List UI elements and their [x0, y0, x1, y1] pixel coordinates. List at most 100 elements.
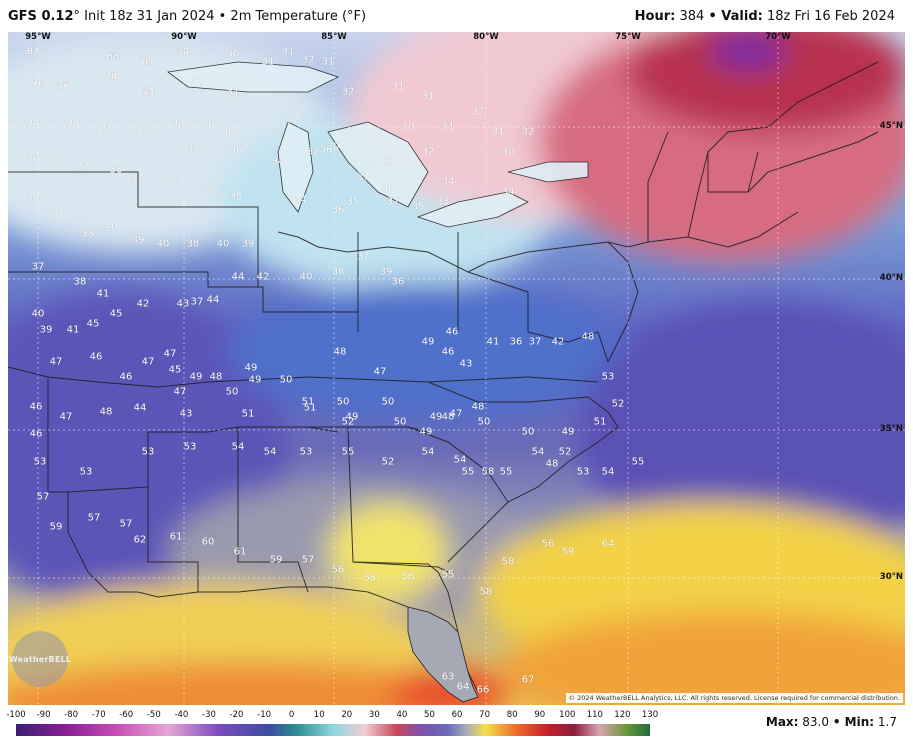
temperature-value: 53 [299, 446, 313, 458]
temperature-value: 37 [31, 261, 45, 273]
scale-tick-label: 10 [313, 710, 325, 720]
valid-label: • Valid: [708, 9, 763, 24]
temperature-value: 41 [66, 324, 80, 336]
temperature-value: 40 [156, 238, 170, 250]
temperature-value: 54 [421, 446, 435, 458]
temperature-value: 31 [261, 56, 275, 68]
temperature-value: 49 [345, 411, 359, 423]
temperature-value: 31 [231, 98, 245, 110]
temperature-value: 39 [379, 266, 393, 278]
temperature-value: 30 [326, 141, 340, 153]
temperature-value: 32 [171, 118, 185, 130]
temperature-value: 31 [281, 46, 295, 58]
florida-peninsula [407, 606, 479, 703]
scale-tick-label: 70 [479, 710, 491, 720]
temperature-value: 31 [421, 91, 435, 103]
temperature-value: 53 [576, 466, 590, 478]
temperature-value: 31 [391, 81, 405, 93]
temperature-value: 31 [491, 126, 505, 138]
temperature-value: 40 [216, 238, 230, 250]
temperature-value: 62 [133, 534, 147, 546]
temperature-value: 74 [104, 71, 118, 83]
temperature-value: 66 [476, 684, 490, 696]
temperature-value: 32 [341, 86, 355, 98]
temperature-value: 35 [96, 124, 110, 136]
temperature-value: 60 [201, 536, 215, 548]
longitude-label: 90°W [171, 32, 197, 42]
temperature-value: 32 [136, 124, 150, 136]
temperature-value: 35 [346, 196, 360, 208]
temperature-value: 38 [186, 238, 200, 250]
temperature-value: 45 [109, 308, 123, 320]
scale-tick-label: -60 [119, 710, 134, 720]
temperature-value: 49 [419, 426, 433, 438]
temperature-value: 50 [477, 416, 491, 428]
temperature-value: 50 [521, 426, 535, 438]
temperature-value: 42 [256, 271, 270, 283]
scale-tick-label: 0 [288, 710, 295, 720]
scale-tick-label: 20 [341, 710, 353, 720]
temperature-value: 43 [459, 358, 473, 370]
temperature-value: 50 [393, 416, 407, 428]
scale-tick-label: -50 [146, 710, 161, 720]
temperature-value: 37 [528, 336, 542, 348]
scale-ticks: -100 -90 -80 -70 -60 -50 -40 -30 -20 -10 0 10 20 30 40… [6, 710, 658, 722]
weatherbell-logo: WeatherBELL [9, 631, 71, 687]
temperature-value: 34 [441, 176, 455, 188]
temperature-value: 30 [106, 51, 120, 63]
temperature-value: 56 [331, 564, 345, 576]
color-scale: -100 -90 -80 -70 -60 -50 -40 -30 -20 -10 0 10 20 30 40… [0, 705, 913, 750]
map-header: GFS 0.12° Init 18z 31 Jan 2024 • 2m Temp… [0, 0, 913, 32]
scale-tick-label: 30 [368, 710, 380, 720]
temperature-value: 49 [248, 374, 262, 386]
temperature-value: 44 [231, 271, 245, 283]
temperature-value: 56 [541, 538, 555, 550]
temperature-value: 55 [461, 466, 475, 478]
temperature-value: 55 [631, 456, 645, 468]
scale-tick-label: 100 [559, 710, 576, 720]
temperature-value: 34 [501, 186, 515, 198]
longitude-label: 95°W [25, 32, 51, 42]
temperature-value: 32 [521, 126, 535, 138]
scale-tick-label: 80 [506, 710, 518, 720]
temperature-value: 54 [531, 446, 545, 458]
temperature-value: 43 [176, 298, 190, 310]
temperature-value: 57 [119, 518, 133, 530]
temperature-value: 39 [241, 238, 255, 250]
temperature-value: 46 [29, 428, 43, 440]
temperature-value: 38 [81, 228, 95, 240]
temperature-value: 48 [99, 406, 113, 418]
temperature-value: 52 [611, 398, 625, 410]
temperature-value: 34 [26, 118, 40, 130]
valid-value: 18z Fri 16 Feb 2024 [766, 9, 895, 24]
temperature-value: 46 [29, 401, 43, 413]
temperature-value: 58 [481, 466, 495, 478]
longitude-label: 70°W [765, 32, 791, 42]
temperature-value: 40 [104, 221, 118, 233]
temperature-value: 46 [89, 351, 103, 363]
scale-tick-label: -100 [6, 710, 26, 720]
temperature-value: 31 [226, 86, 240, 98]
temperature-value: 31 [31, 78, 45, 90]
max-min-readout: Max: 83.0 • Min: 1.7 [766, 715, 897, 729]
hour-value: 384 [679, 9, 705, 24]
temperature-value: 44 [133, 402, 147, 414]
scale-tick-label: -40 [174, 710, 189, 720]
temperature-value: 48 [209, 371, 223, 383]
temperature-value: 55 [341, 446, 355, 458]
temperature-value: 50 [279, 374, 293, 386]
temperature-value: 52 [341, 416, 355, 428]
valid-time: Hour: 384 • Valid: 18z Fri 16 Feb 2024 [635, 9, 895, 24]
temperature-value: 31 [441, 121, 455, 133]
temperature-value: 33 [381, 156, 395, 168]
scale-tick-label: -10 [257, 710, 272, 720]
temperature-value: 32 [286, 114, 300, 126]
temperature-value: 31 [191, 78, 205, 90]
temperature-value: 52 [558, 446, 572, 458]
temperature-value: 35 [186, 144, 200, 156]
temperature-value: 36 [229, 144, 243, 156]
scale-tick-label: 110 [586, 710, 603, 720]
temperature-value: 49 [244, 362, 258, 374]
temperature-value: 59 [561, 546, 575, 558]
temperature-value: 63 [441, 671, 455, 683]
